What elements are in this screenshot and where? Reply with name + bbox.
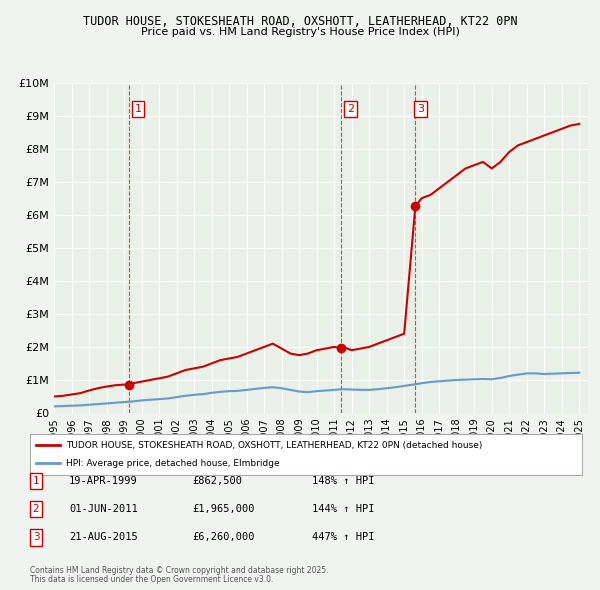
Text: TUDOR HOUSE, STOKESHEATH ROAD, OXSHOTT, LEATHERHEAD, KT22 0PN: TUDOR HOUSE, STOKESHEATH ROAD, OXSHOTT, …	[83, 15, 517, 28]
Text: 1: 1	[32, 476, 40, 486]
Text: HPI: Average price, detached house, Elmbridge: HPI: Average price, detached house, Elmb…	[66, 459, 280, 468]
Text: 21-AUG-2015: 21-AUG-2015	[69, 533, 138, 542]
Text: 148% ↑ HPI: 148% ↑ HPI	[312, 476, 374, 486]
Text: £6,260,000: £6,260,000	[192, 533, 254, 542]
Text: 3: 3	[417, 104, 424, 114]
Text: £1,965,000: £1,965,000	[192, 504, 254, 514]
Text: 19-APR-1999: 19-APR-1999	[69, 476, 138, 486]
Text: £862,500: £862,500	[192, 476, 242, 486]
Text: TUDOR HOUSE, STOKESHEATH ROAD, OXSHOTT, LEATHERHEAD, KT22 0PN (detached house): TUDOR HOUSE, STOKESHEATH ROAD, OXSHOTT, …	[66, 441, 482, 450]
Text: 01-JUN-2011: 01-JUN-2011	[69, 504, 138, 514]
Text: 1: 1	[134, 104, 142, 114]
Text: Contains HM Land Registry data © Crown copyright and database right 2025.: Contains HM Land Registry data © Crown c…	[30, 566, 329, 575]
Text: 2: 2	[347, 104, 354, 114]
Text: 144% ↑ HPI: 144% ↑ HPI	[312, 504, 374, 514]
Text: 2: 2	[32, 504, 40, 514]
Text: 3: 3	[32, 533, 40, 542]
Text: Price paid vs. HM Land Registry's House Price Index (HPI): Price paid vs. HM Land Registry's House …	[140, 27, 460, 37]
Text: This data is licensed under the Open Government Licence v3.0.: This data is licensed under the Open Gov…	[30, 575, 274, 584]
Text: 447% ↑ HPI: 447% ↑ HPI	[312, 533, 374, 542]
